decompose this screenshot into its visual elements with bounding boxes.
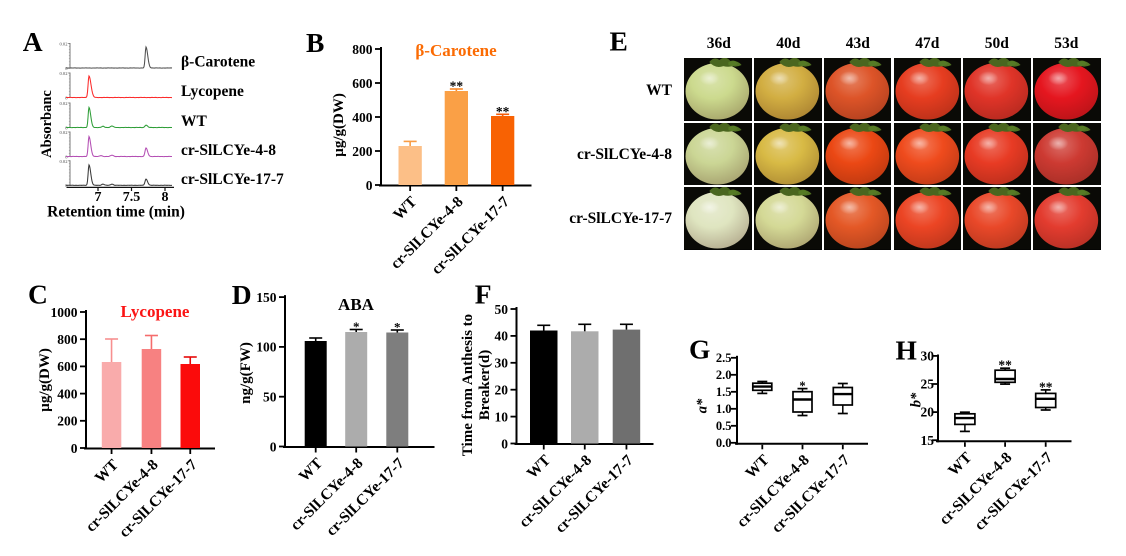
svg-text:Lycopene: Lycopene xyxy=(181,83,244,100)
svg-text:**: ** xyxy=(450,79,464,94)
svg-text:E: E xyxy=(610,26,628,57)
svg-text:b*: b* xyxy=(909,392,925,407)
svg-text:G: G xyxy=(689,334,710,365)
svg-text:0.02: 0.02 xyxy=(59,101,68,106)
svg-text:100: 100 xyxy=(256,340,277,355)
svg-text:30: 30 xyxy=(921,349,935,364)
svg-text:1.0: 1.0 xyxy=(716,402,732,416)
svg-text:25: 25 xyxy=(921,377,935,392)
svg-text:1.5: 1.5 xyxy=(716,385,732,399)
svg-text:50: 50 xyxy=(495,302,509,317)
svg-text:*: * xyxy=(799,379,805,393)
svg-text:Retention time (min): Retention time (min) xyxy=(47,204,185,221)
svg-text:0.02: 0.02 xyxy=(59,159,68,164)
svg-text:15: 15 xyxy=(921,433,935,448)
svg-text:47d: 47d xyxy=(915,35,940,52)
svg-text:cr-SlLCYe-4-8: cr-SlLCYe-4-8 xyxy=(577,146,672,163)
svg-text:cr-SlLCYe-17-7: cr-SlLCYe-17-7 xyxy=(569,210,672,227)
svg-text:ng/g(FW): ng/g(FW) xyxy=(238,342,254,404)
svg-text:53d: 53d xyxy=(1054,35,1079,52)
svg-text:Breaker(d): Breaker(d) xyxy=(477,350,493,421)
svg-text:20: 20 xyxy=(495,383,509,398)
svg-text:0.02: 0.02 xyxy=(59,42,68,47)
svg-text:cr-SlLCYe-4-8: cr-SlLCYe-4-8 xyxy=(181,142,276,159)
svg-text:1000: 1000 xyxy=(51,305,78,320)
svg-text:50: 50 xyxy=(263,390,277,405)
svg-text:20: 20 xyxy=(921,405,935,420)
svg-text:7: 7 xyxy=(95,190,102,205)
svg-text:β-Carotene: β-Carotene xyxy=(181,54,255,71)
svg-text:WT: WT xyxy=(742,451,773,482)
svg-text:H: H xyxy=(896,335,917,366)
svg-text:600: 600 xyxy=(352,76,373,91)
svg-text:2.5: 2.5 xyxy=(716,351,732,365)
svg-text:36d: 36d xyxy=(707,35,732,52)
svg-text:150: 150 xyxy=(256,290,277,305)
svg-text:**: ** xyxy=(1039,379,1053,394)
svg-text:WT: WT xyxy=(945,449,976,480)
svg-text:50d: 50d xyxy=(985,35,1010,52)
svg-text:0.02: 0.02 xyxy=(59,130,68,135)
svg-text:WT: WT xyxy=(390,193,421,224)
svg-text:**: ** xyxy=(496,104,510,119)
svg-text:0: 0 xyxy=(270,439,277,454)
svg-text:µg/g(DW): µg/g(DW) xyxy=(37,348,53,412)
svg-text:cr-SlLCYe-17-7: cr-SlLCYe-17-7 xyxy=(181,171,284,188)
svg-text:D: D xyxy=(232,279,252,310)
svg-text:7.5: 7.5 xyxy=(123,190,141,205)
svg-text:a*: a* xyxy=(695,398,711,413)
svg-text:30: 30 xyxy=(495,356,509,371)
svg-text:WT: WT xyxy=(92,456,123,487)
svg-text:10: 10 xyxy=(495,409,509,424)
svg-text:2.0: 2.0 xyxy=(716,368,732,382)
svg-text:200: 200 xyxy=(57,414,78,429)
svg-text:40d: 40d xyxy=(776,35,801,52)
svg-text:µg/g(DW): µg/g(DW) xyxy=(331,93,347,157)
svg-text:0: 0 xyxy=(71,441,78,456)
svg-text:0: 0 xyxy=(366,178,373,193)
svg-text:ABA: ABA xyxy=(338,295,375,314)
svg-text:WT: WT xyxy=(646,82,673,99)
svg-text:800: 800 xyxy=(57,332,78,347)
svg-text:cr-SlLCYe-4-8: cr-SlLCYe-4-8 xyxy=(516,452,595,531)
svg-text:8: 8 xyxy=(162,190,169,205)
svg-text:β-Carotene: β-Carotene xyxy=(415,41,497,60)
svg-text:B: B xyxy=(306,27,324,58)
svg-text:WT: WT xyxy=(181,113,208,130)
svg-text:400: 400 xyxy=(352,110,373,125)
svg-text:**: ** xyxy=(998,358,1012,373)
svg-text:WT: WT xyxy=(524,451,555,482)
svg-text:Time from Anthesis to: Time from Anthesis to xyxy=(460,314,476,456)
svg-text:A: A xyxy=(23,26,43,57)
svg-text:*: * xyxy=(394,320,401,335)
svg-text:200: 200 xyxy=(352,144,373,159)
svg-text:WT: WT xyxy=(296,454,327,485)
svg-text:400: 400 xyxy=(57,386,78,401)
svg-text:*: * xyxy=(353,319,360,334)
svg-text:0: 0 xyxy=(501,436,508,451)
svg-text:C: C xyxy=(28,279,48,310)
svg-text:Absorbanc: Absorbanc xyxy=(39,90,55,158)
svg-text:800: 800 xyxy=(352,42,373,57)
svg-text:43d: 43d xyxy=(846,35,871,52)
svg-text:40: 40 xyxy=(495,329,509,344)
svg-text:Lycopene: Lycopene xyxy=(121,302,190,321)
svg-text:0.5: 0.5 xyxy=(716,419,732,433)
svg-text:600: 600 xyxy=(57,359,78,374)
svg-text:0.02: 0.02 xyxy=(59,71,68,76)
svg-text:0.0: 0.0 xyxy=(716,436,732,450)
svg-text:F: F xyxy=(475,278,492,309)
